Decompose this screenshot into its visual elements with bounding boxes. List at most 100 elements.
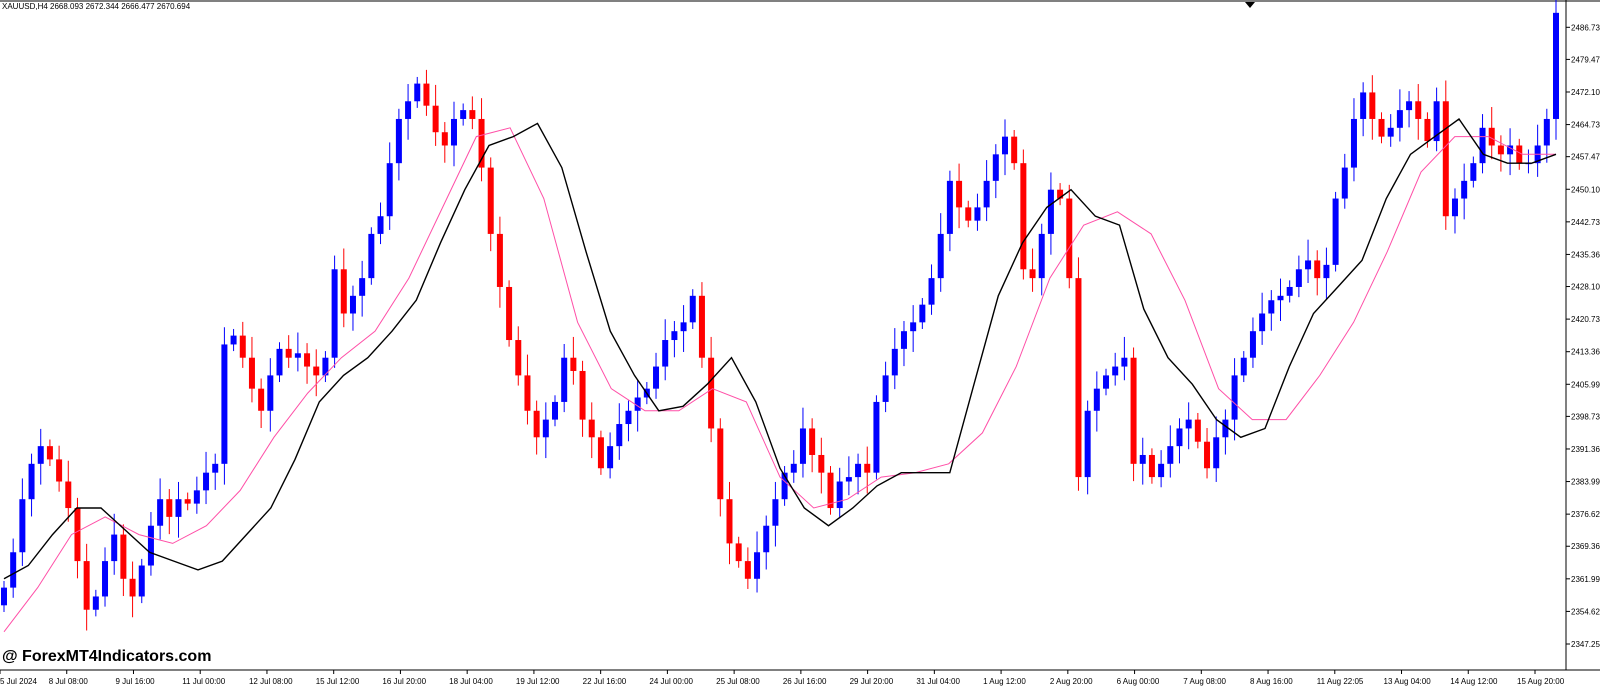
time-tick-label: 15 Aug 20:00 (1517, 677, 1565, 686)
time-axis-labels: 5 Jul 2024 8 Jul 08:00 9 Jul 16:00 11 Jul 0… (0, 670, 1565, 686)
bear-candle-body (1066, 198, 1073, 279)
bull-candle-body (1295, 269, 1302, 287)
bear-candle-body (441, 132, 448, 146)
time-tick-label: 8 Jul 08:00 (49, 677, 89, 686)
bear-candle-body (120, 534, 127, 579)
price-tick-label: 2428.100 (1571, 283, 1600, 292)
bear-candle-body (340, 269, 347, 314)
bull-candle-body (147, 525, 154, 566)
bear-candle-body (56, 459, 63, 482)
bear-candle-body (1148, 454, 1155, 478)
time-tick-label: 5 Jul 2024 (0, 677, 37, 686)
bull-candle-body (1185, 419, 1192, 429)
bear-candle-body (129, 578, 136, 597)
bull-candle-body (799, 428, 806, 464)
bull-candle-body (1268, 300, 1275, 314)
bull-candle-body (1084, 410, 1091, 478)
bear-candle-body (956, 180, 963, 208)
bull-candle-body (542, 419, 549, 438)
bull-candle-body (1470, 163, 1477, 181)
bear-candle-body (708, 357, 715, 429)
price-tick-label: 2464.730 (1571, 121, 1600, 130)
bull-candle-body (873, 401, 880, 473)
bull-candle-body (607, 446, 614, 469)
bull-candle-body (1360, 92, 1367, 119)
bull-candle-body (992, 154, 999, 181)
ma-fast-line (3, 118, 1557, 580)
bull-candle-body (359, 278, 366, 296)
bull-candle-body (111, 534, 118, 562)
bear-candle-body (570, 357, 577, 371)
bull-candle-body (37, 446, 44, 464)
time-tick-label: 8 Aug 16:00 (1250, 677, 1293, 686)
bull-candle-body (1451, 198, 1458, 217)
time-tick-label: 25 Jul 08:00 (716, 677, 760, 686)
bull-candle-body (882, 375, 889, 402)
watermark-text: @ ForexMT4Indicators.com (2, 648, 212, 665)
price-tick-label: 2413.360 (1571, 348, 1600, 357)
bull-candle-body (625, 410, 632, 425)
bull-candle-body (1112, 366, 1119, 376)
time-tick-label: 14 Aug 12:00 (1450, 677, 1498, 686)
bull-candle-body (1240, 357, 1247, 376)
bear-candle-body (46, 446, 53, 460)
bull-candle-body (405, 101, 412, 119)
bull-candle-body (671, 331, 678, 341)
bear-candle-body (717, 428, 724, 500)
bear-candle-body (1488, 127, 1495, 146)
bear-candle-body (698, 295, 705, 358)
price-tick-label: 2420.730 (1571, 315, 1600, 324)
bull-candle-body (1461, 180, 1468, 199)
bull-candle-body (946, 180, 953, 234)
bull-candle-body (1396, 110, 1403, 128)
bull-candle-body (175, 499, 182, 517)
bear-candle-body (506, 286, 513, 341)
time-tick-label: 2 Aug 20:00 (1050, 677, 1093, 686)
bull-candle-body (1231, 375, 1238, 420)
bear-candle-body (65, 481, 72, 509)
bear-candle-body (588, 419, 595, 438)
price-tick-label: 2405.990 (1571, 380, 1600, 389)
bear-candle-body (524, 375, 531, 411)
bear-candle-body (1029, 269, 1036, 279)
bear-candle-body (496, 233, 503, 287)
bull-candle-body (276, 348, 283, 376)
ma-slow-line (3, 127, 1556, 633)
bull-candle-body (754, 552, 761, 579)
bull-candle-body (368, 233, 375, 279)
bear-candle-body (1314, 260, 1321, 279)
time-tick-label: 19 Jul 12:00 (516, 677, 560, 686)
bull-candle-body (1213, 437, 1220, 469)
bull-candle-body (1249, 331, 1256, 358)
bull-candle-body (193, 490, 200, 504)
time-tick-label: 26 Jul 16:00 (783, 677, 827, 686)
bull-candle-body (689, 295, 696, 323)
price-axis-labels: 2486.730 2479.470 2472.100 2464.730 2457.470… (1566, 23, 1600, 649)
symbol-info-label: XAUUSD,H4 2668.093 2672.344 2666.477 267… (2, 2, 191, 11)
price-tick-label: 2383.990 (1571, 478, 1600, 487)
bull-candle-body (1001, 136, 1008, 155)
bear-candle-body (423, 83, 430, 106)
bull-candle-body (1176, 428, 1183, 447)
bear-candle-body (184, 499, 191, 504)
bull-candle-body (919, 304, 926, 323)
bear-candle-body (304, 353, 311, 367)
bull-candle-body (102, 561, 109, 597)
bear-candle-body (1424, 118, 1431, 142)
bull-candle-body (1259, 313, 1266, 332)
bull-candle-body (294, 353, 301, 358)
shift-marker-icon[interactable] (1245, 2, 1255, 8)
bull-candle-body (1332, 198, 1339, 265)
price-tick-label: 2442.730 (1571, 218, 1600, 227)
price-tick-label: 2391.360 (1571, 445, 1600, 454)
bear-candle-body (726, 499, 733, 544)
price-tick-label: 2450.100 (1571, 185, 1600, 194)
bull-candle-body (790, 463, 797, 473)
bull-candle-body (781, 472, 788, 500)
bull-candle-body (1103, 375, 1110, 389)
time-tick-label: 12 Jul 08:00 (249, 677, 293, 686)
price-tick-label: 2472.100 (1571, 88, 1600, 97)
